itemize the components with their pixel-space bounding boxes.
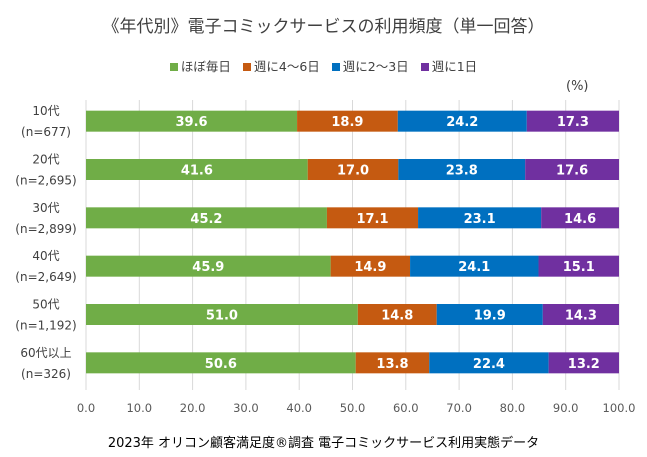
data-label: 14.6	[564, 212, 596, 227]
category-n-label: (n=1,192)	[15, 319, 76, 333]
data-label: 14.9	[354, 260, 386, 275]
data-label: 24.2	[446, 115, 478, 130]
bar-segment	[326, 207, 419, 229]
bar-segment	[86, 352, 356, 374]
legend-swatch	[242, 63, 251, 71]
x-tick-label: 50.0	[340, 401, 366, 415]
bar-segment	[307, 159, 399, 180]
x-tick-label: 70.0	[446, 401, 472, 415]
data-label: 22.4	[473, 357, 505, 372]
bar-segment	[436, 304, 543, 325]
category-label: 30代	[32, 201, 59, 215]
category-n-label: (n=326)	[21, 367, 71, 381]
x-tick-label: 40.0	[286, 401, 312, 415]
data-label: 19.9	[474, 309, 506, 324]
category-n-label: (n=677)	[21, 125, 71, 139]
data-label: 18.9	[331, 115, 363, 130]
data-label: 50.6	[205, 357, 237, 372]
bar-segment	[525, 159, 619, 180]
data-label: 45.2	[190, 212, 222, 227]
bar-segment	[418, 207, 542, 229]
bar-segment	[86, 159, 308, 180]
data-label: 17.3	[557, 115, 589, 130]
data-label: 13.8	[376, 357, 408, 372]
bar-segment	[548, 352, 619, 374]
chart-title: 《年代別》電子コミックサービスの利用頻度（単一回答）	[102, 17, 545, 37]
category-label: 10代	[32, 104, 59, 118]
data-label: 39.6	[175, 115, 207, 130]
data-label: 24.1	[458, 260, 490, 275]
category-n-label: (n=2,695)	[15, 174, 76, 188]
legend-label: 週に1日	[431, 59, 478, 74]
bar-segment	[398, 159, 526, 180]
x-tick-label: 0.0	[77, 401, 95, 415]
bar-segment	[355, 352, 430, 374]
legend: ほぼ毎日 週に4～6日 週に2～3日 週に1日	[0, 56, 647, 75]
bar-segment	[410, 255, 539, 277]
data-label: 17.6	[556, 164, 588, 179]
data-label: 15.1	[563, 260, 595, 275]
x-tick-label: 100.0	[603, 401, 636, 415]
x-tick-label: 80.0	[500, 401, 526, 415]
unit-label: (%)	[566, 79, 589, 94]
legend-label: 週に4～6日	[253, 59, 320, 74]
bar-segment	[297, 110, 398, 132]
category-n-label: (n=2,899)	[15, 222, 76, 236]
data-label: 41.6	[181, 164, 213, 179]
legend-swatch	[420, 63, 429, 71]
data-label: 23.1	[464, 212, 496, 227]
legend-swatch	[331, 63, 340, 71]
bar-segment	[542, 304, 619, 325]
data-label: 14.8	[381, 309, 413, 324]
legend-item: 週に2～3日	[331, 56, 409, 75]
bar-segment	[357, 304, 437, 325]
data-label: 23.8	[446, 164, 478, 179]
data-label: 14.3	[565, 309, 597, 324]
legend-item: 週に4～6日	[242, 56, 320, 75]
legend-label: 週に2～3日	[342, 59, 409, 74]
legend-label: ほぼ毎日	[180, 59, 231, 74]
data-label: 51.0	[206, 309, 238, 324]
bar-segment	[429, 352, 549, 374]
category-label: 60代以上	[20, 346, 71, 360]
data-label: 45.9	[192, 260, 224, 275]
data-label: 17.0	[337, 164, 369, 179]
category-n-label: (n=2,649)	[15, 270, 76, 284]
legend-swatch	[169, 63, 178, 71]
bar-segment	[86, 207, 327, 229]
bar-segment	[86, 304, 358, 325]
bar-segment	[86, 110, 298, 132]
legend-item: 週に1日	[420, 56, 478, 75]
bar-segment	[397, 110, 527, 132]
bar-segment	[538, 255, 619, 277]
category-label: 50代	[32, 298, 59, 312]
bar-segment	[526, 110, 619, 132]
x-tick-label: 20.0	[180, 401, 206, 415]
x-tick-label: 60.0	[393, 401, 419, 415]
x-tick-label: 10.0	[126, 401, 152, 415]
data-label: 13.2	[568, 357, 600, 372]
bar-segment	[330, 255, 411, 277]
legend-item: ほぼ毎日	[169, 56, 231, 75]
bar-segment	[86, 255, 331, 277]
x-tick-label: 30.0	[233, 401, 259, 415]
source-footer: 2023年 オリコン顧客満足度®調査 電子コミックサービス利用実態データ	[107, 436, 540, 451]
data-label: 17.1	[356, 212, 388, 227]
bar-segment	[541, 207, 619, 229]
x-tick-label: 90.0	[553, 401, 579, 415]
category-label: 20代	[32, 153, 59, 167]
category-label: 40代	[32, 249, 59, 263]
